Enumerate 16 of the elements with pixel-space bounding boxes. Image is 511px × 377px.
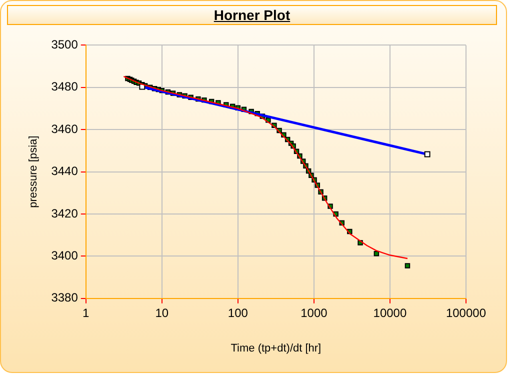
chart-title: Horner Plot [214, 7, 290, 23]
x-tick-label: 100000 [446, 306, 486, 320]
y-tick-label: 3460 [51, 122, 78, 136]
x-tick-label: 1 [82, 306, 90, 320]
y-axis-title: pressure [psia] [28, 136, 40, 208]
y-tick-label: 3440 [51, 164, 78, 178]
y-tick-label: 3400 [51, 248, 78, 263]
x-tick-label: 10 [155, 306, 169, 320]
x-axis-title: Time (tp+dt)/dt [hr] [230, 342, 322, 354]
y-tick-label: 3420 [51, 206, 78, 220]
x-tick-label: 1000 [300, 306, 328, 320]
y-tick-label: 3480 [51, 80, 78, 94]
x-tick-label: 100 [228, 306, 248, 320]
x-tick-label: 10000 [373, 306, 407, 320]
y-tick-label: 3500 [51, 38, 78, 52]
y-tick-label: 3380 [51, 290, 78, 305]
